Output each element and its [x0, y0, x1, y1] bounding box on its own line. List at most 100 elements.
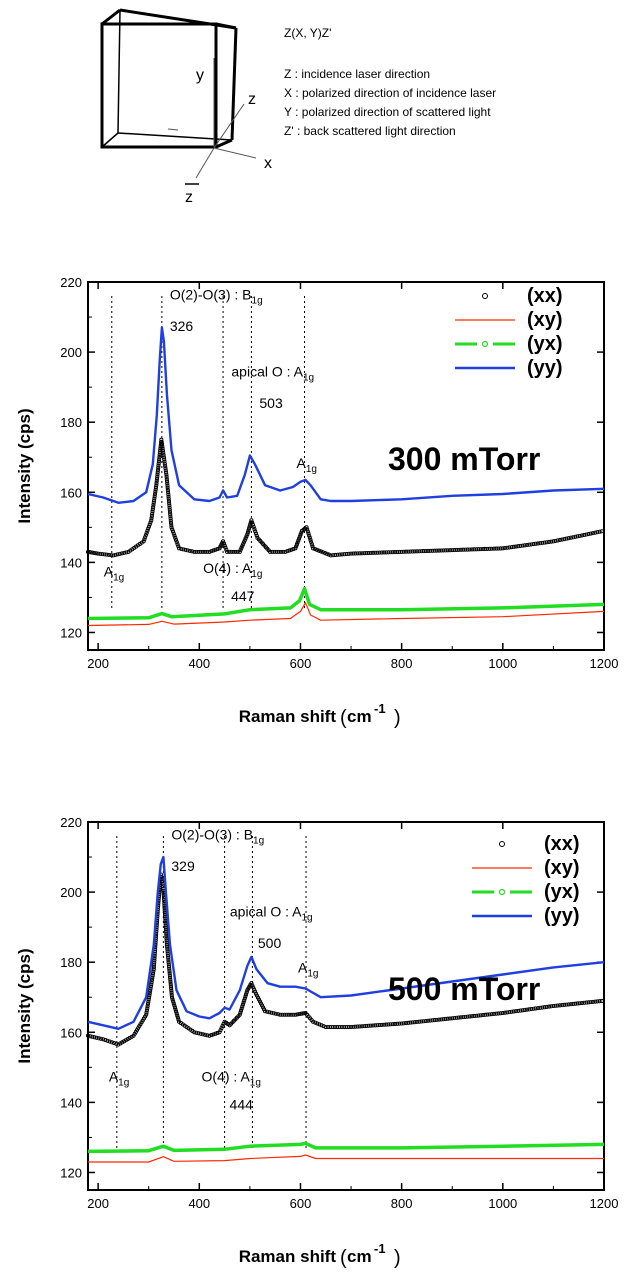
- series-xx-marker: [476, 1013, 481, 1018]
- peak-annotation-text: O(4) : A: [203, 560, 252, 576]
- peak-annotation-text: 326: [170, 318, 194, 334]
- series-xx-marker: [294, 542, 299, 547]
- plot-frame: [87, 821, 605, 1191]
- series-xx-marker: [463, 1014, 468, 1019]
- series-xx-marker: [102, 552, 107, 557]
- series-xx-marker: [207, 1033, 212, 1038]
- x-axis-unit: cm: [347, 707, 372, 726]
- series-xx-marker: [145, 1004, 150, 1009]
- series-xx-marker: [423, 1018, 428, 1024]
- series-xx-marker: [373, 1023, 378, 1028]
- series-xx-marker: [328, 553, 333, 558]
- series-xx-marker: [392, 1021, 398, 1027]
- y-tick-label: 160: [60, 1025, 82, 1040]
- series-xx-marker: [360, 1024, 365, 1029]
- series-xx-marker: [309, 542, 314, 547]
- series-xx-marker: [465, 547, 470, 552]
- series-xx-marker: [362, 551, 367, 556]
- series-xx-marker: [170, 997, 175, 1002]
- series-xx-marker: [562, 1002, 567, 1007]
- series-xx-marker: [85, 549, 91, 554]
- series-xx-marker: [533, 1006, 538, 1011]
- series-xx-marker: [247, 526, 252, 531]
- series-xx-marker: [245, 532, 250, 537]
- series-xx-marker: [450, 1016, 455, 1021]
- series-xx-marker: [173, 535, 178, 540]
- series-xx-marker: [337, 552, 342, 557]
- series-xx-marker: [181, 547, 186, 552]
- series-xx-marker: [403, 1021, 409, 1026]
- series-xx-marker: [443, 548, 448, 553]
- x-tick-label: 400: [188, 1196, 210, 1211]
- series-xx-marker: [531, 1006, 536, 1011]
- series-xx-marker: [217, 1030, 222, 1035]
- series-xx-marker: [313, 1020, 318, 1025]
- series-xx-marker: [183, 547, 188, 552]
- series-xx-marker: [253, 529, 258, 534]
- series-xx-marker: [419, 549, 424, 554]
- series-xx-marker: [150, 973, 155, 978]
- series-xx-marker: [247, 524, 252, 529]
- peak-annotation: A1g: [298, 960, 318, 980]
- peak-annotation-subscript: 1g: [306, 464, 317, 475]
- series-xx-marker: [122, 550, 127, 555]
- series-xx-marker: [243, 536, 248, 541]
- series-xx-marker: [152, 498, 157, 503]
- series-xx-marker: [428, 548, 433, 553]
- series-xx-marker: [238, 547, 243, 552]
- legend-label: (yx): [527, 333, 563, 355]
- series-xx-marker: [283, 549, 288, 554]
- legend-label: (xx): [544, 833, 580, 855]
- y-axis-label: Intensity (cps): [15, 408, 34, 523]
- series-xx-marker: [564, 536, 569, 541]
- series-xx-marker: [339, 1024, 344, 1030]
- series-xx-marker: [249, 981, 254, 986]
- series-xx-marker: [152, 958, 157, 963]
- series-xx-marker: [476, 547, 481, 552]
- peak-annotation-subscript: 1g: [303, 373, 314, 384]
- series-xx-marker: [167, 966, 172, 971]
- series-xx-marker: [445, 548, 450, 553]
- series-xx-marker: [235, 549, 240, 554]
- series-xx-marker: [335, 1024, 340, 1030]
- series-xx-marker: [156, 459, 161, 464]
- series-xx-marker: [150, 975, 155, 980]
- series-xx-marker: [164, 929, 169, 934]
- series-xx-marker: [447, 548, 453, 553]
- series-xx-marker: [463, 547, 468, 552]
- series-xx-marker: [588, 1000, 593, 1005]
- series-xx-marker: [542, 1005, 547, 1010]
- series-xx-marker: [167, 509, 173, 515]
- series-line-yx: [87, 1141, 605, 1154]
- y-tick-label: 160: [60, 485, 82, 500]
- series-xx-marker: [164, 931, 169, 936]
- series-xx-marker: [249, 518, 254, 523]
- series-xx-marker: [169, 990, 174, 995]
- series-xx-marker: [149, 516, 154, 521]
- series-xx-marker: [456, 547, 461, 552]
- peak-annotation: 444: [230, 1096, 254, 1112]
- series-xx-marker: [299, 530, 304, 535]
- series-xx-marker: [148, 988, 153, 993]
- series-xx-marker: [299, 1011, 304, 1016]
- scattering-geometry-diagram: y z x z Z(X, Y)Z' Z : incidence laser di…: [100, 8, 496, 206]
- series-xx-marker: [240, 1002, 245, 1007]
- series-xx-marker: [379, 1022, 384, 1027]
- series-xx-marker: [238, 1010, 243, 1015]
- series-xx-marker: [351, 1024, 356, 1029]
- series-xx-marker: [278, 549, 284, 554]
- series-xx-marker: [166, 492, 171, 497]
- series-xx-marker: [535, 541, 541, 546]
- series-xx-marker: [332, 1024, 338, 1030]
- series-xx-marker: [156, 463, 161, 468]
- series-xx-marker: [368, 550, 373, 555]
- series-xx-marker: [168, 977, 173, 982]
- peak-annotation-subscript: 1g: [253, 836, 264, 847]
- series-xx-marker: [371, 1023, 376, 1028]
- series-xx-marker: [151, 502, 156, 508]
- series-xx-marker: [474, 1013, 479, 1018]
- series-xx-marker: [175, 542, 180, 547]
- series-xx-marker: [331, 553, 336, 558]
- series-xx-marker: [522, 543, 527, 548]
- series-xx-marker: [242, 996, 247, 1001]
